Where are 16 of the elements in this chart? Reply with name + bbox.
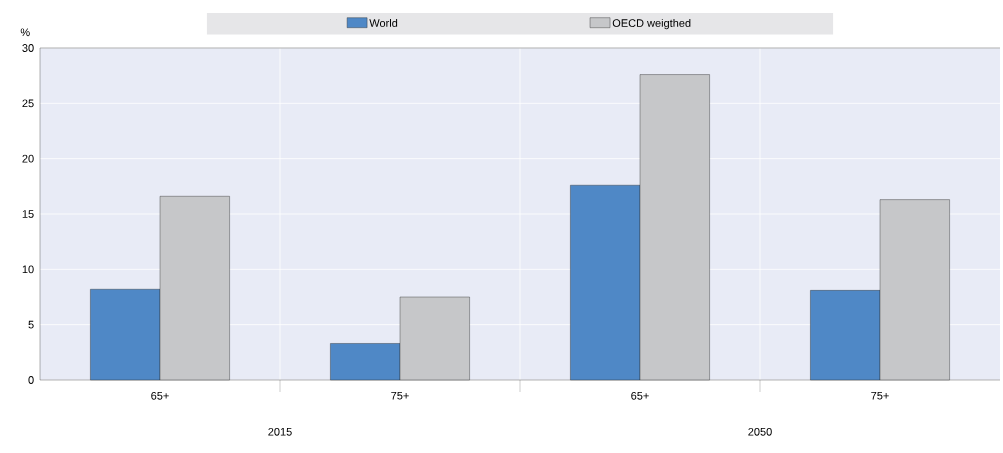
y-tick-label: 15: [22, 210, 34, 218]
x-tick-label: 65+: [151, 391, 169, 400]
y-axis-title: %: [20, 28, 30, 37]
legend-label: World: [369, 18, 398, 27]
y-tick-label: 20: [22, 154, 34, 163]
x-tick-label: 75+: [871, 391, 889, 400]
text: 2050: [748, 427, 772, 436]
y-tick-label: 0: [28, 376, 34, 384]
legend-label: OECD weigthed: [612, 18, 691, 30]
y-tick-label: 5: [28, 320, 34, 329]
x-tick-label: 65+: [631, 391, 649, 400]
y-tick-label: 30: [22, 44, 34, 52]
x-tick-label: 75+: [391, 391, 409, 400]
text: 2015: [268, 427, 292, 436]
y-tick-label: 25: [22, 99, 34, 108]
y-tick-label: 10: [22, 265, 34, 274]
